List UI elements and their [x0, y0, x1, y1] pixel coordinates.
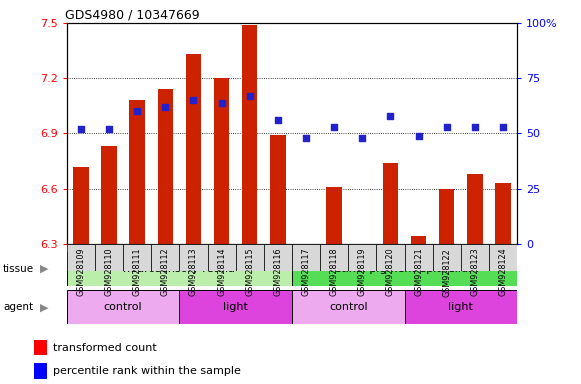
Bar — [327, 187, 342, 244]
Bar — [67, 244, 95, 271]
Bar — [67, 290, 180, 324]
Bar — [214, 78, 229, 244]
Text: GSM928116: GSM928116 — [274, 248, 282, 296]
Bar — [242, 25, 257, 244]
Bar — [180, 244, 207, 271]
Bar — [404, 244, 433, 271]
Bar — [495, 183, 511, 244]
Point — [105, 126, 114, 132]
Bar — [180, 290, 292, 324]
Bar — [489, 244, 517, 271]
Bar — [123, 244, 151, 271]
Bar — [467, 174, 483, 244]
Text: retinal pigment epithelium: retinal pigment epithelium — [330, 264, 479, 274]
Point — [329, 124, 339, 130]
Text: GSM928121: GSM928121 — [414, 248, 423, 296]
Point — [273, 117, 282, 123]
Bar — [67, 252, 292, 286]
Bar — [34, 363, 48, 379]
Point — [302, 135, 311, 141]
Bar — [292, 244, 320, 271]
Bar — [292, 290, 404, 324]
Text: GSM928110: GSM928110 — [105, 248, 113, 296]
Point — [245, 93, 254, 99]
Point — [161, 104, 170, 110]
Bar — [461, 244, 489, 271]
Bar — [404, 290, 517, 324]
Text: light: light — [449, 302, 474, 312]
Text: control: control — [329, 302, 368, 312]
Text: GSM928124: GSM928124 — [498, 248, 508, 296]
Text: percentile rank within the sample: percentile rank within the sample — [53, 366, 241, 376]
Text: ▶: ▶ — [40, 302, 48, 312]
Bar — [101, 146, 117, 244]
Text: control: control — [104, 302, 142, 312]
Bar — [236, 244, 264, 271]
Point — [470, 124, 479, 130]
Text: GSM928113: GSM928113 — [189, 248, 198, 296]
Text: GSM928111: GSM928111 — [132, 248, 142, 296]
Bar — [186, 54, 201, 244]
Text: neurosensory retina: neurosensory retina — [123, 264, 235, 274]
Bar — [34, 340, 48, 356]
Point — [386, 113, 395, 119]
Bar — [320, 244, 348, 271]
Point — [414, 132, 423, 139]
Bar — [264, 244, 292, 271]
Bar — [157, 89, 173, 244]
Text: agent: agent — [3, 302, 33, 312]
Text: transformed count: transformed count — [53, 343, 156, 353]
Bar — [207, 244, 236, 271]
Bar — [151, 244, 180, 271]
Bar — [439, 189, 454, 244]
Text: light: light — [223, 302, 248, 312]
Bar — [130, 100, 145, 244]
Bar — [383, 163, 398, 244]
Text: GSM928123: GSM928123 — [471, 248, 479, 296]
Point — [132, 108, 142, 114]
Text: GSM928118: GSM928118 — [329, 248, 339, 296]
Bar — [433, 244, 461, 271]
Bar — [73, 167, 89, 244]
Text: GSM928115: GSM928115 — [245, 248, 254, 296]
Text: GSM928120: GSM928120 — [386, 248, 395, 296]
Text: GSM928117: GSM928117 — [302, 248, 310, 296]
Point — [498, 124, 508, 130]
Text: GSM928114: GSM928114 — [217, 248, 226, 296]
Text: GSM928112: GSM928112 — [161, 248, 170, 296]
Text: ▶: ▶ — [40, 264, 48, 274]
Point — [217, 99, 226, 106]
Point — [442, 124, 451, 130]
Bar — [95, 244, 123, 271]
Text: GSM928109: GSM928109 — [76, 248, 85, 296]
Text: GSM928122: GSM928122 — [442, 248, 451, 296]
Text: GSM928119: GSM928119 — [358, 248, 367, 296]
Bar — [376, 244, 404, 271]
Point — [189, 97, 198, 103]
Point — [76, 126, 85, 132]
Text: GDS4980 / 10347669: GDS4980 / 10347669 — [64, 9, 199, 22]
Text: tissue: tissue — [3, 264, 34, 274]
Bar — [292, 252, 517, 286]
Bar — [270, 135, 286, 244]
Bar — [348, 244, 376, 271]
Point — [358, 135, 367, 141]
Bar — [411, 237, 426, 244]
